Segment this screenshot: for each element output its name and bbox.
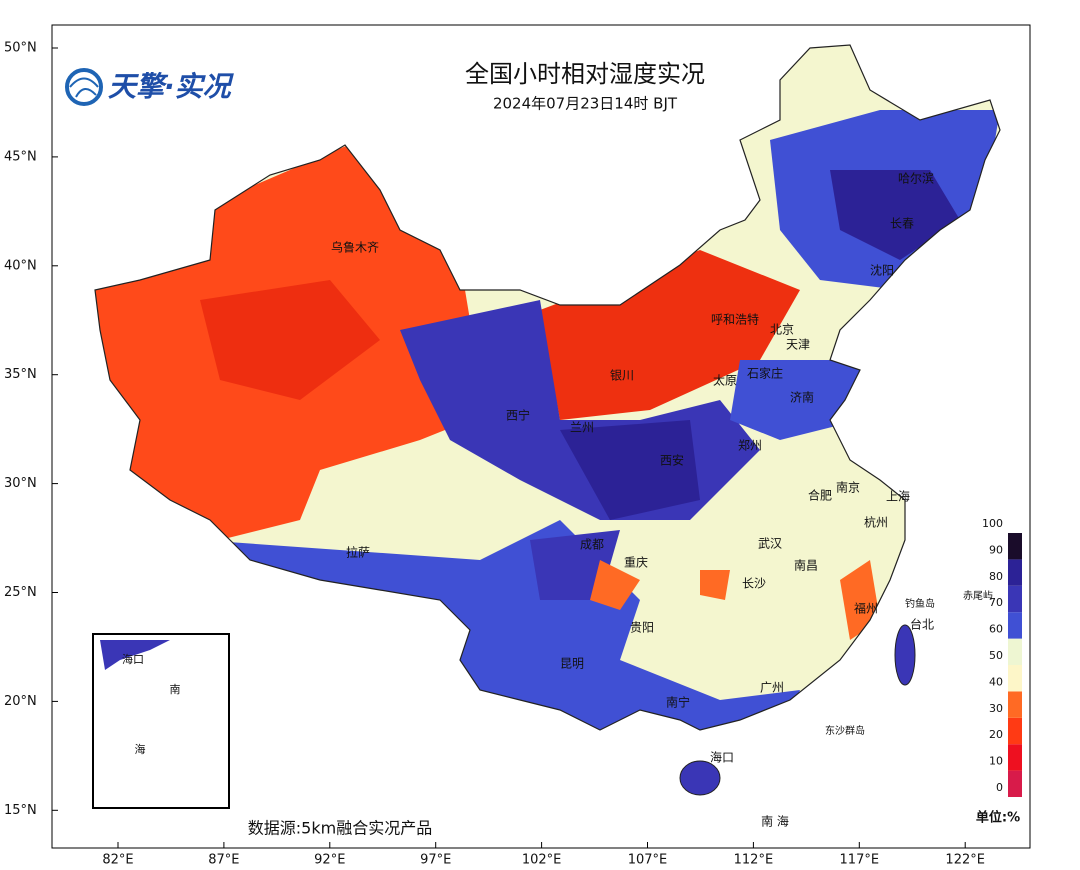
inset-label: 海口 bbox=[122, 652, 144, 666]
city-label: 南昌 bbox=[794, 558, 818, 573]
city-label: 石家庄 bbox=[747, 366, 783, 381]
colorbar-segment bbox=[1008, 770, 1022, 797]
city-label: 太原 bbox=[713, 373, 737, 388]
city-label: 重庆 bbox=[624, 556, 648, 570]
annotation: 赤尾屿 bbox=[963, 590, 993, 602]
colorbar-segment bbox=[1008, 665, 1022, 692]
lat-label: 20°N bbox=[4, 694, 37, 709]
colorbar-segment bbox=[1008, 612, 1022, 639]
city-label: 武汉 bbox=[758, 537, 782, 551]
colorbar-label: 20 bbox=[989, 728, 1003, 741]
colorbar-segment bbox=[1008, 585, 1022, 613]
colorbar-label: 70 bbox=[989, 596, 1003, 609]
annotation: 南 海 bbox=[761, 814, 789, 829]
inset-label: 南 bbox=[170, 683, 181, 696]
city-label: 天津 bbox=[786, 338, 810, 352]
city-label: 广州 bbox=[760, 681, 784, 695]
source: 数据源:5km融合实况产品 bbox=[248, 819, 432, 838]
city-label: 沈阳 bbox=[870, 263, 894, 278]
city-label: 银川 bbox=[610, 369, 634, 383]
taiwan bbox=[894, 624, 916, 686]
city-label: 海口 bbox=[710, 750, 734, 765]
lat-label: 30°N bbox=[4, 476, 37, 491]
annotation: 钓鱼岛 bbox=[905, 597, 935, 610]
subtitle: 2024年07月23日14时 BJT bbox=[493, 95, 678, 113]
logo-text: 天擎·实况 bbox=[108, 70, 235, 103]
logo: 天擎·实况 bbox=[65, 68, 235, 106]
lon-label: 92°E bbox=[314, 853, 345, 868]
lon-label: 112°E bbox=[734, 853, 774, 868]
colorbar-segment bbox=[1008, 744, 1022, 771]
colorbar-label: 90 bbox=[989, 543, 1003, 556]
colorbar-segment bbox=[1008, 691, 1022, 718]
city-label: 南宁 bbox=[666, 695, 690, 710]
city-label: 呼和浩特 bbox=[711, 312, 759, 327]
city-label: 南京 bbox=[836, 480, 860, 495]
colorbar-label: 80 bbox=[989, 570, 1003, 583]
city-label: 济南 bbox=[790, 390, 814, 405]
colorbar-segment bbox=[1008, 638, 1022, 665]
colorbar-segment bbox=[1008, 559, 1022, 586]
city-label: 长春 bbox=[890, 217, 914, 231]
lat-label: 35°N bbox=[4, 367, 37, 382]
city-label: 兰州 bbox=[570, 421, 594, 435]
lon-label: 107°E bbox=[628, 853, 668, 868]
city-label: 合肥 bbox=[808, 488, 832, 503]
hainan bbox=[679, 760, 721, 796]
lat-label: 50°N bbox=[4, 41, 37, 56]
country-border bbox=[94, 44, 1001, 731]
colorbar-label: 40 bbox=[989, 675, 1003, 688]
colorbar-segment bbox=[1008, 533, 1022, 560]
colorbar-label: 100 bbox=[982, 517, 1003, 530]
annotation: 东沙群岛 bbox=[825, 724, 865, 737]
city-label: 乌鲁木齐 bbox=[331, 240, 379, 255]
city-label: 贵阳 bbox=[630, 621, 654, 635]
lon-label: 122°E bbox=[945, 853, 985, 868]
city-label: 福州 bbox=[854, 601, 878, 616]
lat-label: 15°N bbox=[4, 803, 37, 818]
city-label: 长沙 bbox=[742, 577, 766, 591]
title: 全国小时相对湿度实况 bbox=[465, 60, 705, 88]
lon-label: 87°E bbox=[208, 853, 239, 868]
colorbar-label: 60 bbox=[989, 623, 1003, 636]
colorbar-label: 50 bbox=[989, 649, 1003, 662]
lat-label: 45°N bbox=[4, 149, 37, 164]
lat-label: 40°N bbox=[4, 258, 37, 273]
city-label: 杭州 bbox=[864, 515, 888, 530]
unit-label: 单位:% bbox=[976, 810, 1020, 826]
city-label: 拉萨 bbox=[346, 545, 370, 560]
city-label: 上海 bbox=[886, 489, 910, 504]
city-label: 西宁 bbox=[506, 408, 530, 423]
city-label: 郑州 bbox=[738, 438, 762, 453]
colorbar-label: 0 bbox=[996, 781, 1003, 794]
city-label: 北京 bbox=[770, 323, 794, 337]
city-label: 成都 bbox=[580, 538, 604, 552]
city-label: 台北 bbox=[910, 617, 934, 632]
lat-label: 25°N bbox=[4, 585, 37, 600]
colorbar-segment bbox=[1008, 717, 1022, 745]
lon-label: 117°E bbox=[840, 853, 880, 868]
city-label: 西安 bbox=[660, 453, 684, 468]
south-sea-inset bbox=[92, 633, 230, 809]
lon-label: 102°E bbox=[522, 853, 562, 868]
colorbar-label: 30 bbox=[989, 702, 1003, 715]
inset-label: 海 bbox=[135, 742, 146, 756]
inset-land bbox=[100, 640, 170, 670]
city-label: 昆明 bbox=[560, 657, 584, 671]
lon-label: 97°E bbox=[420, 853, 451, 868]
lon-label: 82°E bbox=[102, 853, 133, 868]
city-label: 哈尔滨 bbox=[898, 171, 934, 186]
colorbar-label: 10 bbox=[989, 755, 1003, 768]
